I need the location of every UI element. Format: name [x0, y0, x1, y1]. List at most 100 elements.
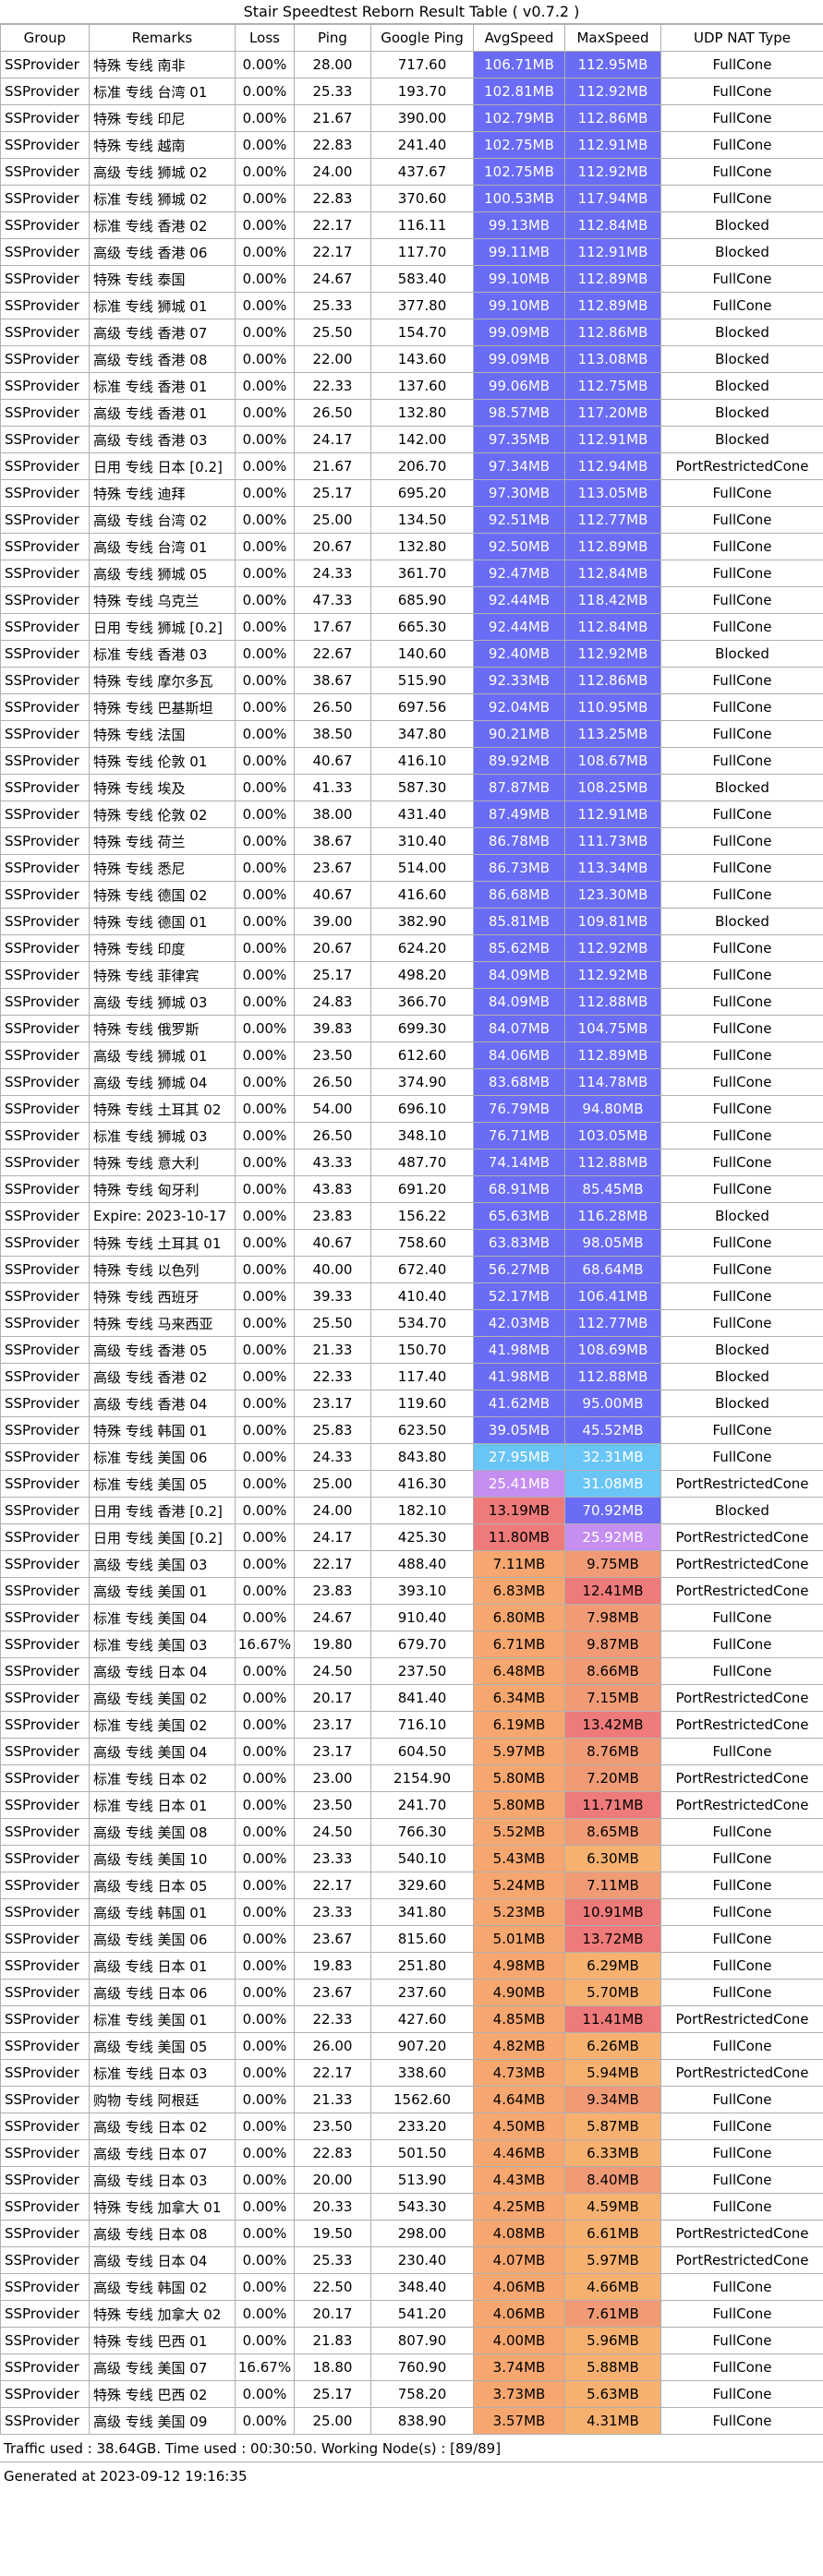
cell-udp-nat: FullCone [660, 1175, 823, 1203]
cell-udp-nat: Blocked [660, 426, 823, 453]
cell-google-ping: 117.40 [370, 1363, 474, 1390]
cell-avg-speed: 5.24MB [473, 1872, 565, 1899]
cell-udp-nat: Blocked [660, 399, 823, 427]
table-row: SSProvider 特殊 专线 土耳其 01 0.00% 40.67 758.60 63… [0, 1229, 823, 1257]
cell-avg-speed: 4.07MB [473, 2246, 565, 2274]
cell-udp-nat: FullCone [660, 881, 823, 909]
table-row: SSProvider 特殊 专线 越南 0.00% 22.83 241.40 102.75… [0, 131, 823, 159]
cell-ping: 39.00 [294, 908, 371, 935]
cell-remarks: 特殊 专线 意大利 [89, 1149, 236, 1176]
cell-group: SSProvider [0, 2353, 90, 2381]
cell-ping: 20.67 [294, 934, 371, 962]
cell-max-speed: 5.97MB [564, 2246, 661, 2274]
cell-group: SSProvider [0, 399, 90, 427]
table-row: SSProvider 特殊 专线 德国 01 0.00% 39.00 382.90 85.… [0, 908, 823, 935]
cell-loss: 0.00% [235, 185, 295, 212]
cell-ping: 22.67 [294, 640, 371, 668]
cell-google-ping: 206.70 [370, 452, 474, 480]
cell-remarks: 高级 专线 台湾 01 [89, 533, 236, 560]
cell-remarks: 高级 专线 狮城 04 [89, 1068, 236, 1096]
cell-avg-speed: 4.06MB [473, 2273, 565, 2301]
cell-remarks: 标准 专线 狮城 01 [89, 292, 236, 319]
cell-avg-speed: 84.09MB [473, 961, 565, 989]
cell-loss: 0.00% [235, 1497, 295, 1524]
cell-avg-speed: 13.19MB [473, 1497, 565, 1524]
table-row: SSProvider 标准 专线 日本 03 0.00% 22.17 338.60 4.7… [0, 2059, 823, 2087]
cell-max-speed: 8.76MB [564, 1738, 661, 1765]
cell-avg-speed: 99.11MB [473, 238, 565, 266]
cell-remarks: 标准 专线 香港 02 [89, 211, 236, 239]
cell-loss: 0.00% [235, 1175, 295, 1203]
cell-max-speed: 6.30MB [564, 1845, 661, 1872]
table-row: SSProvider 标准 专线 狮城 03 0.00% 26.50 348.10 76.… [0, 1122, 823, 1150]
cell-max-speed: 112.89MB [564, 1041, 661, 1069]
cell-loss: 0.00% [235, 2327, 295, 2354]
cell-max-speed: 112.89MB [564, 533, 661, 560]
cell-group: SSProvider [0, 1872, 90, 1899]
cell-udp-nat: Blocked [660, 1390, 823, 1417]
cell-ping: 24.17 [294, 426, 371, 453]
cell-group: SSProvider [0, 1898, 90, 1926]
cell-max-speed: 113.05MB [564, 479, 661, 507]
cell-max-speed: 112.89MB [564, 265, 661, 293]
cell-max-speed: 123.30MB [564, 881, 661, 909]
cell-max-speed: 108.69MB [564, 1336, 661, 1364]
table-row: SSProvider 高级 专线 香港 03 0.00% 24.17 142.00 97.… [0, 426, 823, 453]
cell-remarks: 高级 专线 香港 01 [89, 399, 236, 427]
cell-avg-speed: 42.03MB [473, 1309, 565, 1337]
cell-google-ping: 237.60 [370, 1979, 474, 2006]
cell-ping: 23.67 [294, 1925, 371, 1953]
cell-avg-speed: 87.87MB [473, 774, 565, 801]
cell-avg-speed: 4.46MB [473, 2139, 565, 2167]
cell-group: SSProvider [0, 1229, 90, 1257]
cell-group: SSProvider [0, 2193, 90, 2221]
cell-udp-nat: FullCone [660, 1443, 823, 1471]
cell-max-speed: 112.95MB [564, 51, 661, 78]
cell-group: SSProvider [0, 1336, 90, 1364]
cell-google-ping: 241.40 [370, 131, 474, 159]
cell-ping: 25.33 [294, 78, 371, 105]
cell-udp-nat: FullCone [660, 1309, 823, 1337]
table-row: SSProvider 特殊 专线 摩尔多瓦 0.00% 38.67 515.90 92.3… [0, 667, 823, 694]
cell-max-speed: 4.31MB [564, 2407, 661, 2435]
cell-remarks: 特殊 专线 俄罗斯 [89, 1015, 236, 1042]
cell-ping: 23.83 [294, 1577, 371, 1605]
cell-udp-nat: FullCone [660, 1657, 823, 1685]
cell-loss: 0.00% [235, 720, 295, 748]
cell-udp-nat: FullCone [660, 1095, 823, 1123]
cell-group: SSProvider [0, 1657, 90, 1685]
cell-max-speed: 8.66MB [564, 1657, 661, 1685]
cell-avg-speed: 99.09MB [473, 319, 565, 346]
cell-udp-nat: FullCone [660, 800, 823, 828]
cell-group: SSProvider [0, 51, 90, 78]
cell-loss: 0.00% [235, 78, 295, 105]
cell-max-speed: 5.94MB [564, 2059, 661, 2087]
cell-remarks: 高级 专线 美国 03 [89, 1550, 236, 1578]
cell-udp-nat: Blocked [660, 774, 823, 801]
cell-google-ping: 425.30 [370, 1523, 474, 1551]
cell-udp-nat: FullCone [660, 265, 823, 293]
cell-loss: 0.00% [235, 1041, 295, 1069]
table-row: SSProvider 特殊 专线 南非 0.00% 28.00 717.60 106.71… [0, 51, 823, 78]
cell-max-speed: 11.71MB [564, 1791, 661, 1819]
cell-google-ping: 119.60 [370, 1390, 474, 1417]
cell-remarks: 特殊 专线 巴西 02 [89, 2380, 236, 2408]
cell-max-speed: 6.29MB [564, 1952, 661, 1980]
cell-google-ping: 310.40 [370, 827, 474, 855]
cell-ping: 21.67 [294, 452, 371, 480]
cell-google-ping: 534.70 [370, 1309, 474, 1337]
table-row: SSProvider 高级 专线 台湾 02 0.00% 25.00 134.50 92.… [0, 506, 823, 534]
cell-max-speed: 11.41MB [564, 2005, 661, 2033]
cell-udp-nat: FullCone [660, 747, 823, 775]
cell-group: SSProvider [0, 2246, 90, 2274]
cell-google-ping: 716.10 [370, 1711, 474, 1739]
cell-ping: 23.50 [294, 1041, 371, 1069]
cell-remarks: 高级 专线 日本 08 [89, 2220, 236, 2247]
cell-group: SSProvider [0, 345, 90, 373]
cell-loss: 0.00% [235, 399, 295, 427]
cell-max-speed: 7.11MB [564, 1872, 661, 1899]
table-row: SSProvider 高级 专线 狮城 04 0.00% 26.50 374.90 83.… [0, 1068, 823, 1096]
cell-avg-speed: 6.80MB [473, 1604, 565, 1631]
cell-udp-nat: FullCone [660, 1149, 823, 1176]
cell-google-ping: 233.20 [370, 2113, 474, 2140]
